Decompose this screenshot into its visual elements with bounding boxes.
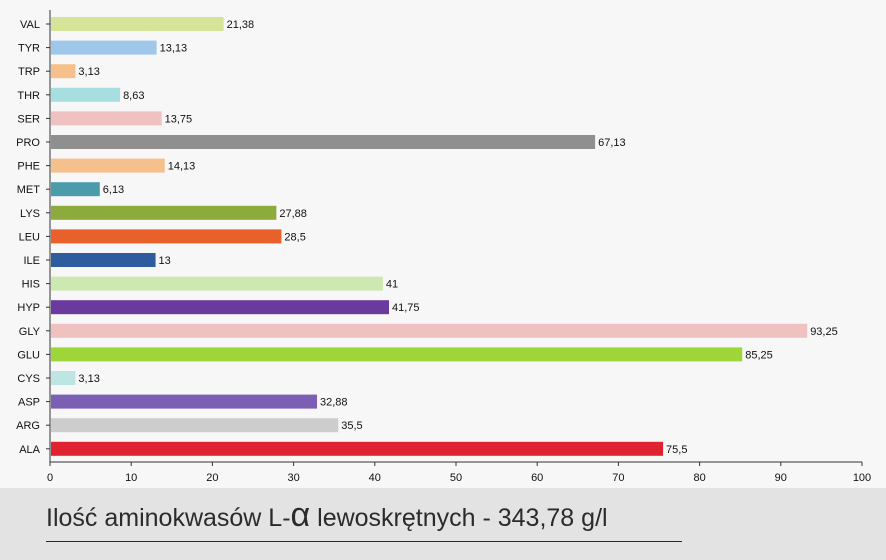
bar: [51, 418, 339, 433]
category-label: GLY: [19, 326, 41, 338]
data-label: 14,13: [168, 161, 196, 173]
bar: [51, 111, 162, 126]
data-label: 3,13: [78, 373, 99, 385]
data-label: 13,13: [160, 43, 188, 55]
data-label: 93,25: [810, 326, 838, 338]
x-tick-label: 80: [693, 472, 705, 484]
caption-prefix: Ilość aminokwasów L-: [46, 504, 291, 532]
category-label: LYS: [20, 208, 40, 220]
bar: [51, 87, 121, 102]
x-tick-label: 40: [369, 472, 381, 484]
category-label: TYR: [18, 43, 40, 55]
x-tick-label: 100: [853, 472, 871, 484]
bar: [51, 205, 277, 220]
bar: [51, 64, 76, 79]
x-tick-label: 50: [450, 472, 462, 484]
category-label: VAL: [20, 19, 40, 31]
bar: [51, 17, 224, 31]
caption-underline: [46, 541, 682, 542]
bar: [51, 323, 808, 338]
data-label: 85,25: [745, 349, 773, 361]
category-label: ALA: [19, 444, 40, 456]
bar: [51, 158, 165, 173]
x-tick-label: 70: [612, 472, 624, 484]
bar-chart: 0 10 20 30 40 50 60 70 80 90 100 VAL 21,38 TYR 13,13 TR…: [16, 10, 871, 484]
bar: [51, 441, 664, 456]
x-tick-label: 30: [287, 472, 299, 484]
category-label: LEU: [19, 231, 40, 243]
bar: [51, 276, 383, 291]
chart-caption: Ilość aminokwasów L-α lewoskrętnych - 34…: [46, 498, 608, 532]
bar: [51, 135, 596, 149]
category-label: PRO: [16, 137, 40, 149]
bar: [51, 347, 743, 362]
category-label: MET: [17, 184, 41, 196]
data-label: 8,63: [123, 90, 144, 102]
x-tick-label: 10: [125, 472, 137, 484]
data-label: 41: [386, 279, 398, 291]
data-label: 3,13: [78, 66, 99, 78]
data-label: 21,38: [227, 19, 255, 31]
data-label: 75,5: [666, 444, 687, 456]
data-label: 32,88: [320, 397, 348, 409]
caption-area: [0, 488, 886, 560]
data-label: 67,13: [598, 137, 626, 149]
category-label: GLU: [17, 349, 40, 361]
bar: [51, 371, 76, 385]
bar: [51, 182, 100, 197]
bar: [51, 40, 157, 55]
category-label: TRP: [18, 66, 40, 78]
chart-area: 0 10 20 30 40 50 60 70 80 90 100 VAL 21,38 TYR 13,13 TR…: [16, 10, 872, 484]
bar: [51, 253, 156, 267]
x-tick-label: 0: [47, 472, 53, 484]
caption-alpha: α: [290, 496, 311, 534]
category-label: THR: [17, 90, 40, 102]
bar: [51, 394, 317, 409]
category-label: HIS: [22, 279, 40, 291]
x-tick-label: 60: [531, 472, 543, 484]
x-tick-label: 90: [775, 472, 787, 484]
data-label: 6,13: [103, 184, 124, 196]
category-label: ASP: [18, 397, 40, 409]
category-label: HYP: [17, 302, 40, 314]
data-label: 13,75: [165, 113, 193, 125]
bar: [51, 229, 282, 244]
data-label: 27,88: [279, 208, 307, 220]
category-label: CYS: [17, 373, 40, 385]
category-label: ARG: [16, 420, 40, 432]
data-label: 35,5: [341, 420, 362, 432]
category-label: SER: [17, 113, 40, 125]
bar: [51, 300, 390, 315]
category-label: ILE: [23, 255, 40, 267]
data-label: 41,75: [392, 302, 420, 314]
data-label: 28,5: [284, 231, 305, 243]
x-tick-label: 20: [206, 472, 218, 484]
category-label: PHE: [17, 161, 40, 173]
caption-suffix: lewoskrętnych - 343,78 g/l: [310, 504, 608, 532]
data-label: 13: [159, 255, 171, 267]
